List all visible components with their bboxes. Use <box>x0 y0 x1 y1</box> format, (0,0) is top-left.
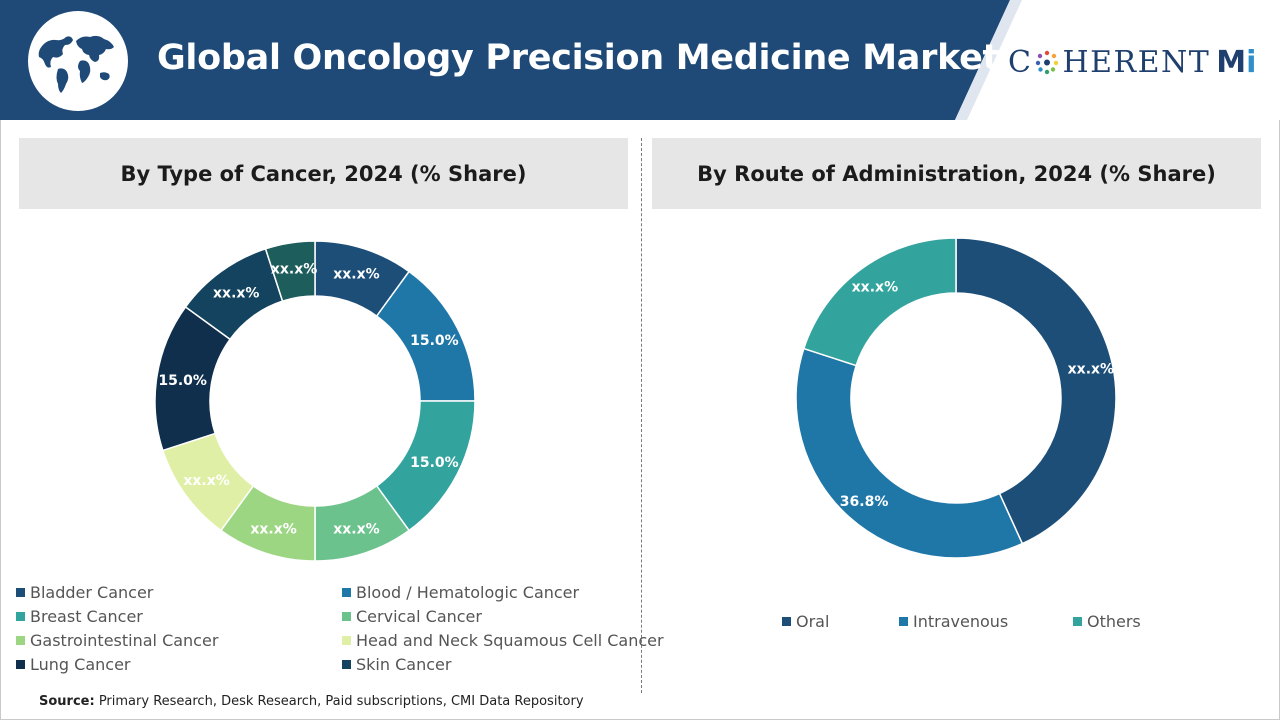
slice-label-oral-0: xx.x% <box>1068 362 1114 378</box>
slice-label-bladder-cancer-0: xx.x% <box>333 267 379 283</box>
slice-label-lung-cancer-6: 15.0% <box>158 373 207 389</box>
legend-label: Head and Neck Squamous Cell Cancer <box>356 631 664 650</box>
source-label: Source: <box>39 694 95 709</box>
slice-label-cervical-cancer-3: xx.x% <box>333 521 379 537</box>
globe-icon <box>28 11 128 111</box>
legend-item-gastrointestinal-cancer: Gastrointestinal Cancer <box>16 631 218 650</box>
header-band-main <box>0 0 1010 120</box>
legend-swatch <box>899 617 908 626</box>
legend-swatch <box>16 660 25 669</box>
slice-label-skin-cancer-8: xx.x% <box>271 262 317 278</box>
legend-label: Others <box>1087 612 1141 631</box>
legend-swatch <box>342 636 351 645</box>
logo-letter-i: i <box>1246 44 1257 80</box>
header-band-accent <box>955 0 1022 120</box>
legend-swatch <box>342 612 351 621</box>
slice-skin-cancer-8 <box>264 240 316 303</box>
donut-chart-type-of-cancer: xx.x% 15.0% 15.0% xx.x% xx.x% xx.x% 15.0% xx.x%… <box>154 240 476 562</box>
legend-swatch <box>782 617 791 626</box>
legend-swatch <box>342 588 351 597</box>
slice-label-others-2: xx.x% <box>852 279 898 295</box>
slice-label-skin-cancer-7: xx.x% <box>213 286 259 302</box>
legend-item-others: Others <box>1073 612 1141 631</box>
legend-label: Breast Cancer <box>30 607 143 626</box>
legend-label: Intravenous <box>913 612 1009 631</box>
legend-swatch <box>16 588 25 597</box>
legend-label: Cervical Cancer <box>356 607 482 626</box>
slice-oral-0 <box>955 237 1117 545</box>
legend-label: Lung Cancer <box>30 655 131 674</box>
page-title: Global Oncology Precision Medicine Marke… <box>157 38 999 78</box>
slice-label-intravenous-1: 36.8% <box>840 494 889 510</box>
logo-mi: Mi <box>1216 45 1256 80</box>
legend-label: Blood / Hematologic Cancer <box>356 583 580 602</box>
legend-item-skin-cancer: Skin Cancer <box>342 655 451 674</box>
slice-label-gastrointestinal-cancer-4: xx.x% <box>250 521 296 537</box>
chart-title-route-of-administration: By Route of Administration, 2024 (% Shar… <box>652 138 1261 209</box>
legend-label: Gastrointestinal Cancer <box>30 631 219 650</box>
slice-label-head-and-neck-squamous-cell-cancer-5: xx.x% <box>183 473 229 489</box>
legend-item-lung-cancer: Lung Cancer <box>16 655 131 674</box>
logo-o-mark-icon <box>1036 50 1059 75</box>
legend-route-of-administration: Oral Intravenous Others <box>782 612 1202 634</box>
chart-title-type-of-cancer: By Type of Cancer, 2024 (% Share) <box>19 138 628 209</box>
source-text: Primary Research, Desk Research, Paid su… <box>94 694 584 709</box>
legend-label: Skin Cancer <box>356 655 452 674</box>
slice-label-blood-hematologic-cancer-1: 15.0% <box>410 333 459 349</box>
logo-letter-c: C <box>1008 44 1033 80</box>
panel-divider <box>641 138 642 693</box>
brand-logo: C HERENT Mi <box>1008 40 1256 84</box>
header: Global Oncology Precision Medicine Marke… <box>0 0 1280 120</box>
source-note: Source: Primary Research, Desk Research,… <box>39 694 584 709</box>
legend-item-intravenous: Intravenous <box>899 612 1008 631</box>
donut-chart-route-of-administration: xx.x% 36.8% xx.x% <box>795 237 1117 559</box>
legend-swatch <box>16 636 25 645</box>
legend-item-breast-cancer: Breast Cancer <box>16 607 143 626</box>
legend-item-cervical-cancer: Cervical Cancer <box>342 607 482 626</box>
slice-intravenous-1 <box>795 347 1024 559</box>
legend-label: Oral <box>796 612 830 631</box>
legend-swatch <box>16 612 25 621</box>
slice-others-2 <box>802 237 957 367</box>
legend-swatch <box>342 660 351 669</box>
legend-item-bladder-cancer: Bladder Cancer <box>16 583 153 602</box>
header-band <box>0 0 1022 120</box>
legend-label: Bladder Cancer <box>30 583 154 602</box>
slice-label-breast-cancer-2: 15.0% <box>410 455 459 471</box>
legend-item-oral: Oral <box>782 612 829 631</box>
legend-swatch <box>1073 617 1082 626</box>
logo-letter-m: M <box>1216 44 1247 80</box>
legend-item-blood-hematologic-cancer: Blood / Hematologic Cancer <box>342 583 579 602</box>
logo-letters-herent: HERENT <box>1062 44 1211 80</box>
legend-item-head-and-neck-squamous-cell-cancer: Head and Neck Squamous Cell Cancer <box>342 631 664 650</box>
